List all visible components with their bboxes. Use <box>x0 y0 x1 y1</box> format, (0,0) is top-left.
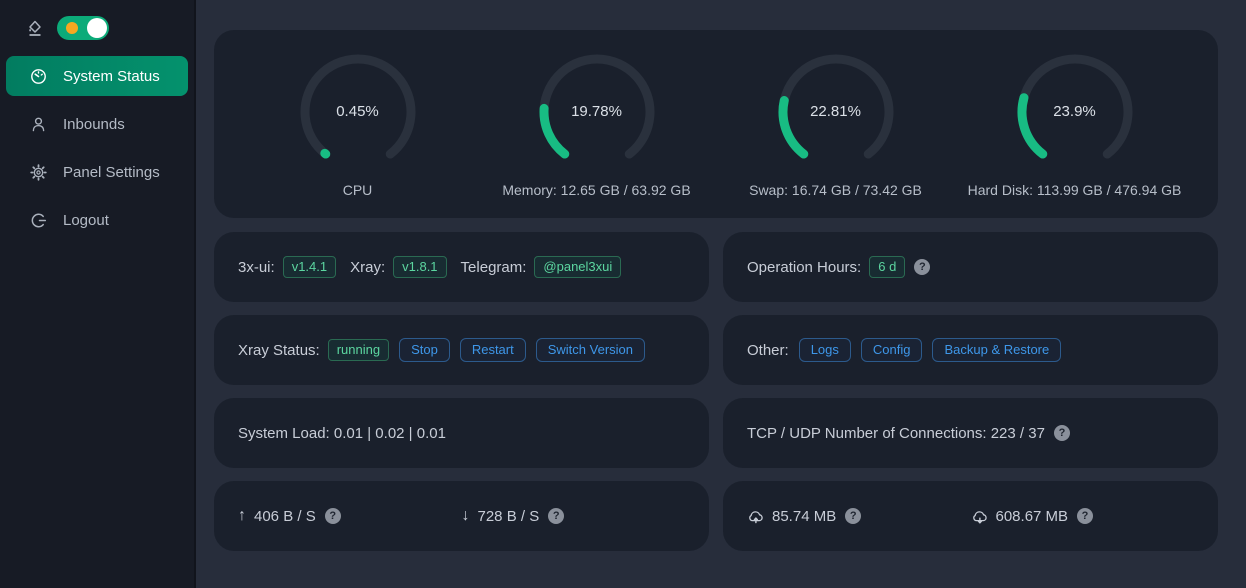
disk-percent: 23.9% <box>1053 103 1096 120</box>
xray-version-label: Xray: <box>350 258 386 276</box>
cloud-download-icon <box>971 508 988 525</box>
help-icon[interactable]: ? <box>1077 508 1094 524</box>
arrow-up-icon: ↑ <box>238 507 246 524</box>
toggle-knob <box>87 18 107 38</box>
sidebar-top-controls <box>0 0 194 54</box>
download-speed-value: 728 B / S <box>477 507 540 525</box>
sidebar-item-inbounds[interactable]: Inbounds <box>6 104 188 144</box>
restart-button[interactable]: Restart <box>459 338 526 362</box>
dark-theme-toggle[interactable] <box>57 16 109 40</box>
operation-hours-label: Operation Hours: <box>747 258 862 276</box>
traffic-sent-value: 85.74 MB <box>772 507 837 525</box>
help-icon[interactable]: ? <box>914 259 931 275</box>
help-icon[interactable]: ? <box>845 508 862 524</box>
xray-status-tag: running <box>327 339 390 361</box>
theme-bucket-icon <box>26 19 44 37</box>
cpu-label: CPU <box>342 181 373 198</box>
memory-gauge: 19.78% Memory: 12.65 GB / 63.92 GB <box>477 51 716 198</box>
system-load-text: System Load: 0.01 | 0.02 | 0.01 <box>238 424 446 442</box>
xui-version-tag: v1.4.1 <box>282 256 337 278</box>
connections-card: TCP / UDP Number of Connections: 223 / 3… <box>723 398 1218 468</box>
telegram-label: Telegram: <box>460 258 527 276</box>
disk-gauge-dial: 23.9% <box>1014 51 1136 173</box>
config-button[interactable]: Config <box>860 338 923 362</box>
swap-gauge-dial: 22.81% <box>775 51 897 173</box>
cpu-percent: 0.45% <box>336 103 379 120</box>
total-traffic-card: 85.74 MB ? 608.67 MB ? <box>723 481 1218 551</box>
other-label: Other: <box>747 341 789 359</box>
backup-restore-button[interactable]: Backup & Restore <box>932 338 1062 362</box>
sidebar-item-label: Logout <box>63 211 109 229</box>
other-actions-card: Other: Logs Config Backup & Restore <box>723 315 1218 385</box>
help-icon[interactable]: ? <box>548 508 565 524</box>
sidebar-item-logout[interactable]: Logout <box>6 200 188 240</box>
cloud-upload-icon <box>747 508 764 525</box>
sidebar-item-system-status[interactable]: System Status <box>6 56 188 96</box>
operation-hours-tag: 6 d <box>869 256 906 278</box>
connections-text: TCP / UDP Number of Connections: 223 / 3… <box>747 424 1045 442</box>
switch-version-button[interactable]: Switch Version <box>535 338 645 362</box>
system-load-card: System Load: 0.01 | 0.02 | 0.01 <box>214 398 709 468</box>
swap-percent: 22.81% <box>810 103 861 120</box>
sidebar-item-label: System Status <box>63 67 160 85</box>
cpu-gauge: 0.45% CPU <box>238 51 477 198</box>
memory-label: Memory: 12.65 GB / 63.92 GB <box>502 181 691 198</box>
swap-label: Swap: 16.74 GB / 73.42 GB <box>749 181 922 198</box>
help-icon[interactable]: ? <box>1053 425 1070 441</box>
swap-gauge: 22.81% Swap: 16.74 GB / 73.42 GB <box>716 51 955 198</box>
sidebar-item-label: Inbounds <box>63 115 125 133</box>
versions-card: 3x-ui: v1.4.1 Xray: v1.8.1 Telegram: @pa… <box>214 232 709 302</box>
cpu-gauge-dial: 0.45% <box>297 51 419 173</box>
logout-icon <box>30 212 47 229</box>
memory-gauge-dial: 19.78% <box>536 51 658 173</box>
sidebar-item-panel-settings[interactable]: Panel Settings <box>6 152 188 192</box>
telegram-tag[interactable]: @panel3xui <box>534 256 622 278</box>
upload-speed: ↑ 406 B / S ? <box>238 507 462 525</box>
help-icon[interactable]: ? <box>324 508 341 524</box>
xray-status-label: Xray Status: <box>238 341 320 359</box>
network-speed-card: ↑ 406 B / S ? ↓ 728 B / S ? <box>214 481 709 551</box>
main-content: 0.45% CPU 19.78% Memory: 12.65 GB / 63.9… <box>214 0 1218 588</box>
memory-percent: 19.78% <box>571 103 622 120</box>
download-speed: ↓ 728 B / S ? <box>462 507 686 525</box>
upload-speed-value: 406 B / S <box>254 507 316 525</box>
stop-button[interactable]: Stop <box>399 338 450 362</box>
operation-hours-card: Operation Hours: 6 d ? <box>723 232 1218 302</box>
traffic-received-value: 608.67 MB <box>995 507 1069 525</box>
logs-button[interactable]: Logs <box>798 338 851 362</box>
disk-label: Hard Disk: 113.99 GB / 476.94 GB <box>967 181 1182 198</box>
user-icon <box>30 116 47 133</box>
sidebar-menu: System Status Inbounds <box>0 56 194 240</box>
sidebar-item-label: Panel Settings <box>63 163 160 181</box>
traffic-received: 608.67 MB ? <box>971 508 1195 525</box>
traffic-sent: 85.74 MB ? <box>747 508 971 525</box>
dashboard-icon <box>30 68 47 85</box>
xui-version-label: 3x-ui: <box>238 258 275 276</box>
xray-status-card: Xray Status: running Stop Restart Switch… <box>214 315 709 385</box>
gear-icon <box>30 163 47 181</box>
disk-gauge: 23.9% Hard Disk: 113.99 GB / 476.94 GB <box>955 51 1194 198</box>
xray-version-tag: v1.8.1 <box>393 256 447 278</box>
sidebar: System Status Inbounds <box>0 0 196 588</box>
sun-icon <box>66 22 78 34</box>
system-gauges-card: 0.45% CPU 19.78% Memory: 12.65 GB / 63.9… <box>214 30 1218 218</box>
arrow-down-icon: ↓ <box>461 507 470 524</box>
